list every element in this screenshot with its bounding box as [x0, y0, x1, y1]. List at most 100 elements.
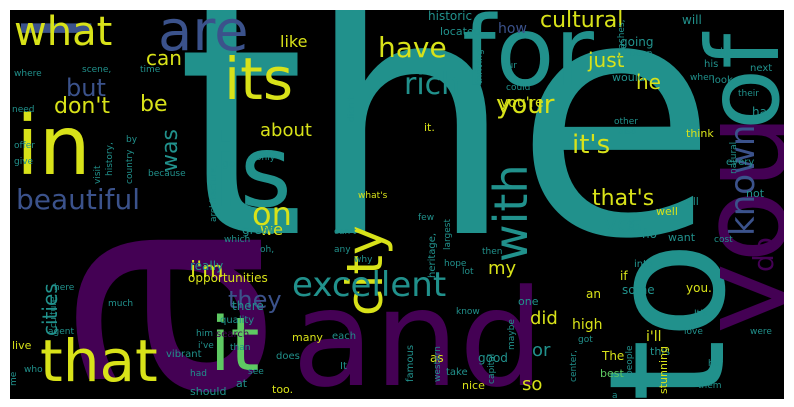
word-is: is: [212, 113, 292, 230]
word-not: not: [746, 187, 765, 200]
word-life: life,: [720, 47, 739, 58]
word-great: great: [242, 223, 274, 237]
word-each: each: [332, 331, 357, 342]
word-got: got: [578, 335, 593, 345]
word-know: know: [456, 307, 480, 317]
word-historic: historic: [428, 10, 473, 23]
word-then: then: [482, 247, 503, 257]
word-me: me: [10, 371, 19, 386]
word-going: going: [620, 35, 654, 49]
word-think: think: [686, 127, 714, 140]
word-famous: famous: [405, 344, 416, 382]
word-look: look: [712, 75, 733, 86]
word-an: an: [586, 287, 601, 301]
word-should: should: [190, 385, 227, 398]
word-cost: cost: [714, 235, 733, 245]
word-cultural: cultural: [540, 10, 624, 33]
word-are: are: [158, 10, 249, 64]
word-go: go: [222, 157, 236, 170]
word-beautiful: beautiful: [16, 183, 141, 216]
word-by: by: [126, 135, 138, 145]
word-on: on: [252, 195, 292, 233]
word-you-dot: you.: [686, 281, 712, 295]
word-any: any: [334, 245, 351, 255]
word-like: like: [280, 32, 308, 51]
word-but: but: [66, 74, 106, 102]
word-could: could: [506, 83, 531, 93]
word-his: his: [704, 59, 719, 70]
word-located: located: [440, 25, 481, 38]
word-It: It: [340, 361, 347, 372]
word-cloud: a the and to you of for is I in are its …: [10, 10, 784, 399]
word-see: see: [248, 367, 264, 377]
word-about: about: [260, 120, 312, 141]
word-my: my: [488, 258, 517, 279]
word-search: search: [216, 329, 250, 340]
word-there: there: [232, 299, 264, 313]
word-her: her: [708, 359, 723, 369]
word-also: also: [618, 127, 637, 137]
word-their: their: [738, 89, 759, 99]
word-natural: natural: [729, 141, 739, 174]
word-too-dot: too.: [272, 383, 294, 396]
word-stunning: stunning: [657, 346, 670, 394]
word-at: at: [236, 377, 248, 390]
word-and: and: [292, 261, 545, 399]
word-we: we: [260, 220, 283, 239]
word-need: need: [12, 105, 35, 115]
word-capital: capital: [487, 353, 497, 384]
word-western: western: [433, 346, 443, 382]
word-beaches: beaches,: [617, 19, 627, 60]
word-rich: rich: [404, 67, 461, 102]
word-the: the: [176, 10, 718, 311]
word-no: no: [642, 227, 657, 241]
word-history: history,: [105, 142, 115, 176]
word-lot: lot: [462, 267, 474, 277]
word-for: for: [462, 10, 594, 108]
word-take: take: [446, 367, 468, 378]
word-opportunities: opportunities: [188, 271, 268, 285]
word-ill: i'll: [646, 329, 662, 345]
word-whats: what's: [358, 191, 388, 201]
word-would: would: [612, 71, 645, 84]
word-time: time: [140, 65, 161, 75]
word-so: so: [522, 374, 543, 395]
word-much: much: [108, 299, 134, 309]
word-it-dot: it.: [424, 121, 435, 134]
word-im: i'm: [190, 258, 224, 283]
word-one: one: [518, 295, 539, 308]
word-country: country: [125, 149, 135, 184]
word-Its: It's: [694, 309, 708, 319]
word-has: has: [752, 105, 774, 119]
word-oh: oh,: [260, 245, 275, 255]
word-did: did: [530, 308, 558, 329]
word-him: him: [196, 329, 213, 339]
word-in: in: [16, 99, 91, 194]
word-it: it: [210, 302, 260, 388]
word-heritage: heritage,: [427, 232, 438, 278]
word-which: which: [224, 235, 251, 245]
word-its-apos: it's: [572, 130, 611, 160]
word-a-small: a: [612, 391, 618, 400]
word-really: really: [190, 259, 224, 273]
word-he: he: [636, 70, 661, 94]
word-will: will: [682, 13, 702, 27]
word-as: as: [430, 351, 444, 365]
word-than: than: [230, 343, 251, 353]
word-your: your: [496, 90, 555, 120]
word-people: people: [625, 345, 635, 376]
word-into: into: [634, 259, 654, 270]
word-thats: that's: [592, 186, 655, 211]
word-they: they: [228, 286, 282, 314]
word-live: live: [12, 339, 32, 352]
word-our: our: [502, 61, 517, 71]
word-where: where: [14, 69, 42, 79]
word-scene: scene,: [82, 65, 112, 75]
word-hope: hope: [444, 259, 467, 269]
word-this: this: [650, 345, 671, 358]
word-only: only: [256, 153, 276, 163]
word-were: were: [750, 327, 772, 337]
word-just: just: [588, 48, 625, 72]
word-offer: offer: [14, 141, 35, 151]
word-every: every: [726, 157, 755, 168]
